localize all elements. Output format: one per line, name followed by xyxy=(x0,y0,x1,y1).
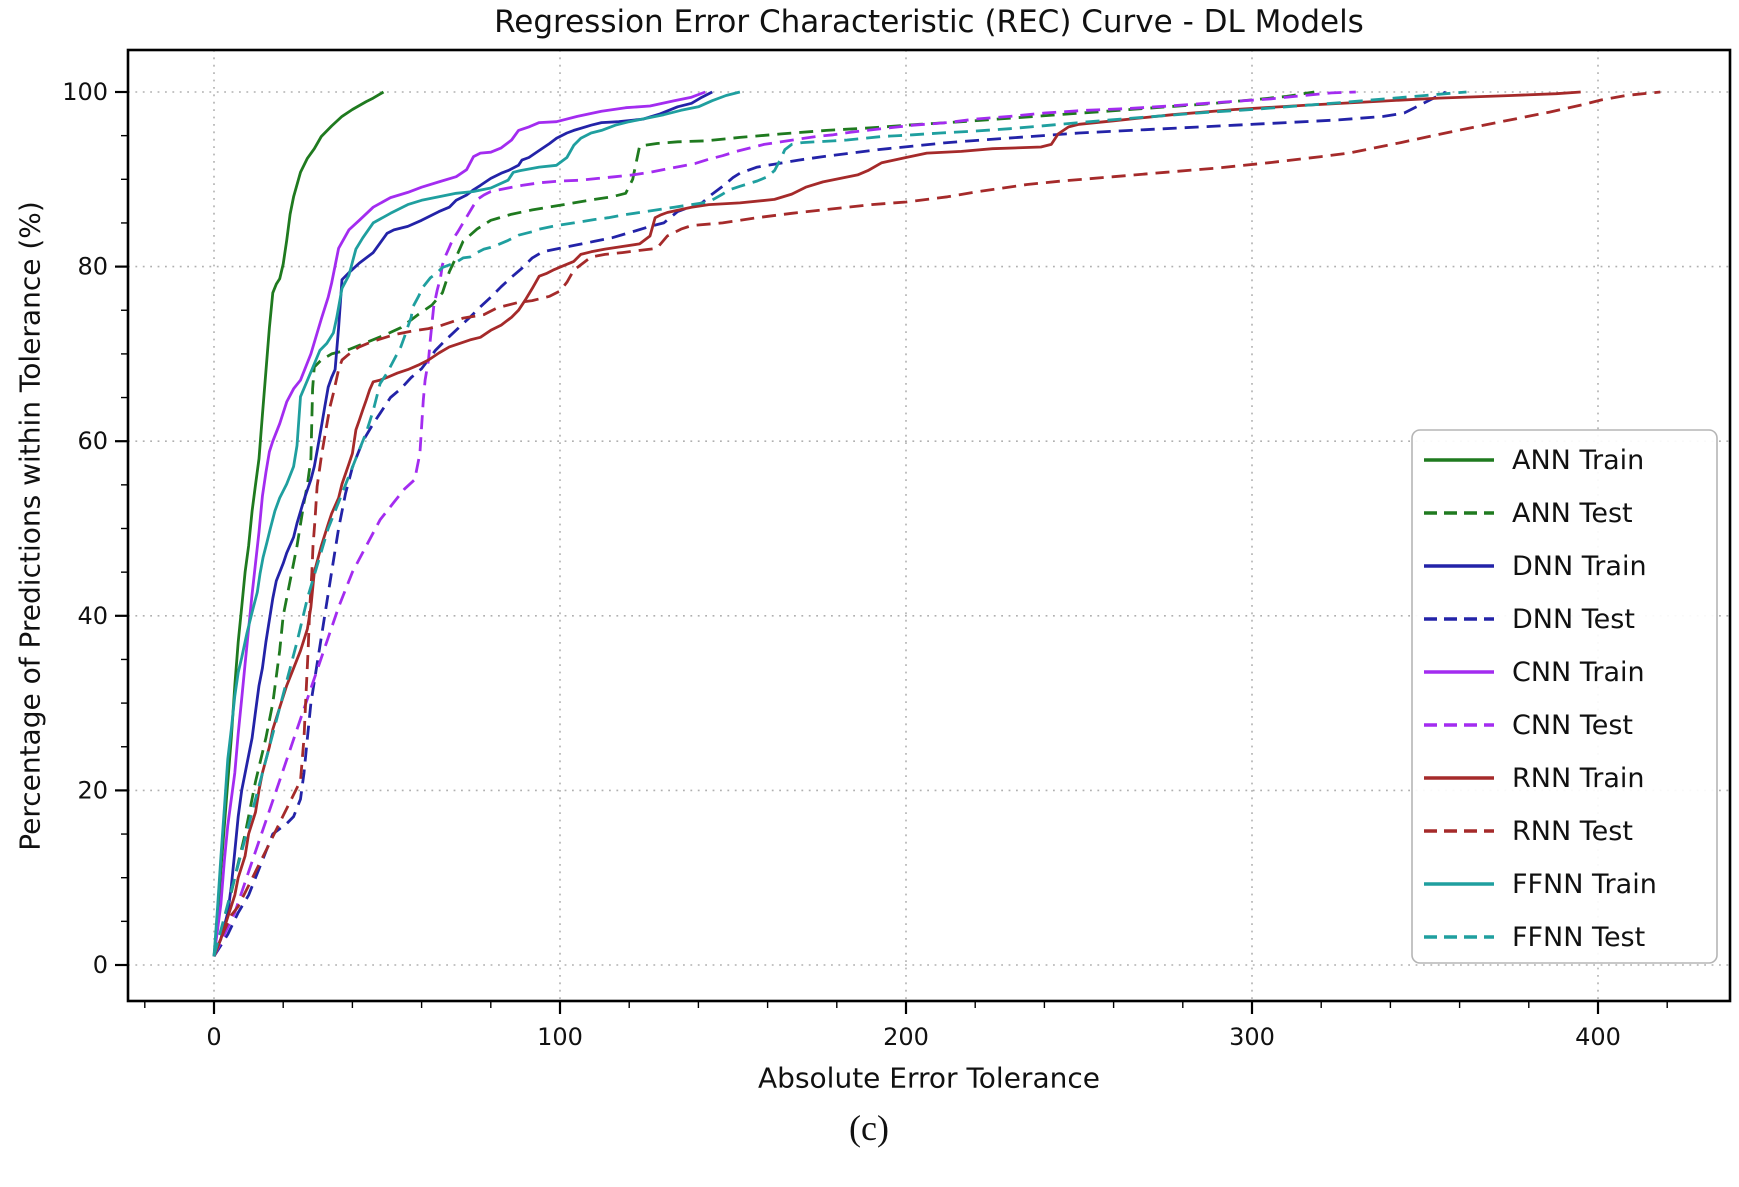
x-tick-label-200: 200 xyxy=(883,1023,929,1051)
series-line-dnn-train xyxy=(212,90,713,957)
legend-label-dnn-train: DNN Train xyxy=(1512,551,1647,582)
legend-label-cnn-test: CNN Test xyxy=(1512,710,1633,741)
x-tick-label-100: 100 xyxy=(537,1023,583,1051)
x-tick-label-400: 400 xyxy=(1575,1023,1621,1051)
x-tick-label-0: 0 xyxy=(206,1023,221,1051)
series-line-rnn-test xyxy=(212,90,1661,957)
series-line-rnn-train xyxy=(212,90,1581,957)
chart-title: Regression Error Characteristic (REC) Cu… xyxy=(494,4,1364,40)
x-axis-label: Absolute Error Tolerance xyxy=(758,1061,1100,1095)
series-line-dnn-test xyxy=(212,90,1447,958)
y-tick-label-80: 80 xyxy=(77,253,108,281)
y-tick-label-0: 0 xyxy=(93,951,108,979)
series-line-ffnn-test xyxy=(212,90,1467,957)
legend-label-ann-test: ANN Test xyxy=(1512,498,1633,529)
legend-label-rnn-test: RNN Test xyxy=(1512,816,1633,847)
plot-frame xyxy=(126,48,1732,1003)
subfigure-caption: (c) xyxy=(849,1108,889,1148)
legend-label-ffnn-test: FFNN Test xyxy=(1512,922,1645,953)
legend-label-cnn-train: CNN Train xyxy=(1512,657,1645,688)
x-tick-label-300: 300 xyxy=(1229,1023,1275,1051)
y-tick-label-60: 60 xyxy=(77,427,108,455)
series-line-ffnn-train xyxy=(212,90,741,957)
y-tick-label-40: 40 xyxy=(77,602,108,630)
y-axis-label: Percentage of Predictions within Toleran… xyxy=(13,201,47,851)
legend-label-ann-train: ANN Train xyxy=(1512,445,1644,476)
legend-label-rnn-train: RNN Train xyxy=(1512,763,1645,794)
y-tick-label-20: 20 xyxy=(77,776,108,804)
y-tick-label-100: 100 xyxy=(62,78,108,106)
legend-label-dnn-test: DNN Test xyxy=(1512,604,1635,635)
series-line-cnn-train xyxy=(212,90,706,957)
legend-label-ffnn-train: FFNN Train xyxy=(1512,869,1657,900)
series-line-cnn-test xyxy=(212,90,1356,957)
